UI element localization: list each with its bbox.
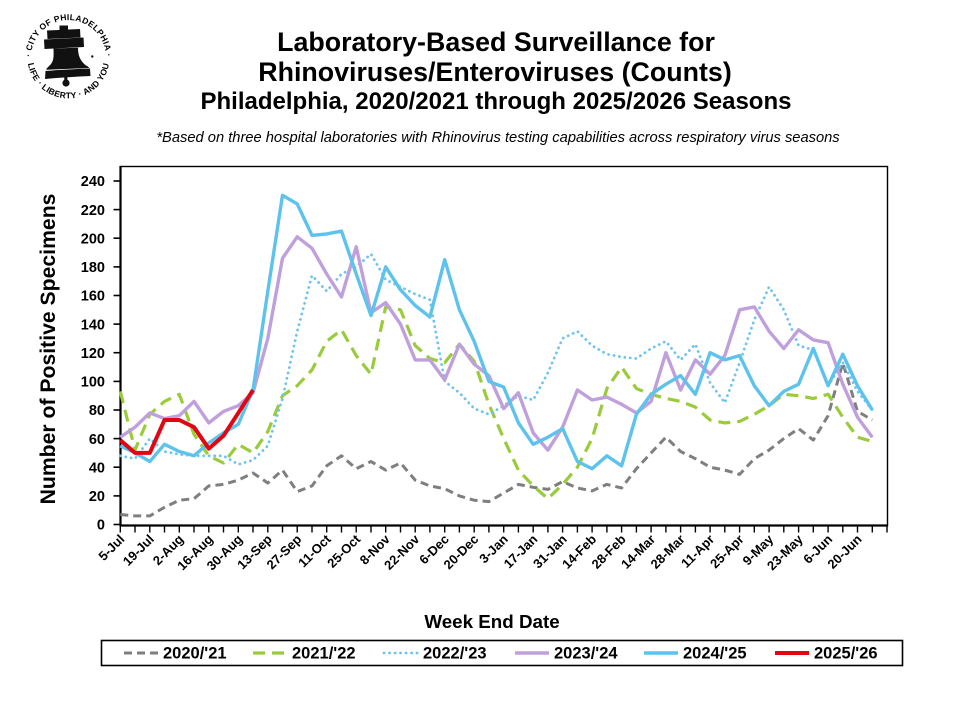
svg-text:Laboratory-Based Surveillance: Laboratory-Based Surveillance for — [277, 27, 715, 57]
svg-text:2025/'26: 2025/'26 — [814, 645, 878, 663]
svg-text:Week End Date: Week End Date — [424, 611, 559, 632]
svg-text:40: 40 — [89, 460, 105, 476]
svg-text:140: 140 — [81, 317, 105, 333]
svg-text:2023/'24: 2023/'24 — [554, 645, 618, 663]
svg-text:2021/'22: 2021/'22 — [292, 645, 356, 663]
svg-text:60: 60 — [89, 432, 105, 448]
svg-text:Philadelphia, 2020/2021 throug: Philadelphia, 2020/2021 through 2025/202… — [201, 88, 792, 115]
svg-text:200: 200 — [81, 231, 105, 247]
svg-text:100: 100 — [81, 375, 105, 391]
svg-text:160: 160 — [81, 289, 105, 305]
svg-text:240: 240 — [81, 174, 105, 190]
svg-text:120: 120 — [81, 346, 105, 362]
svg-text:80: 80 — [89, 403, 105, 419]
svg-text:Rhinoviruses/Enteroviruses (Co: Rhinoviruses/Enteroviruses (Counts) — [258, 57, 732, 87]
svg-text:220: 220 — [81, 203, 105, 219]
svg-text:*Based on three hospital labor: *Based on three hospital laboratories wi… — [156, 130, 840, 146]
svg-text:2024/'25: 2024/'25 — [683, 645, 747, 663]
svg-text:180: 180 — [81, 260, 105, 276]
svg-text:Number of Positive Specimens: Number of Positive Specimens — [37, 194, 60, 505]
svg-text:0: 0 — [97, 518, 105, 534]
svg-text:2022/'23: 2022/'23 — [423, 645, 487, 663]
svg-text:20: 20 — [89, 489, 105, 505]
svg-text:2020/'21: 2020/'21 — [163, 645, 227, 663]
